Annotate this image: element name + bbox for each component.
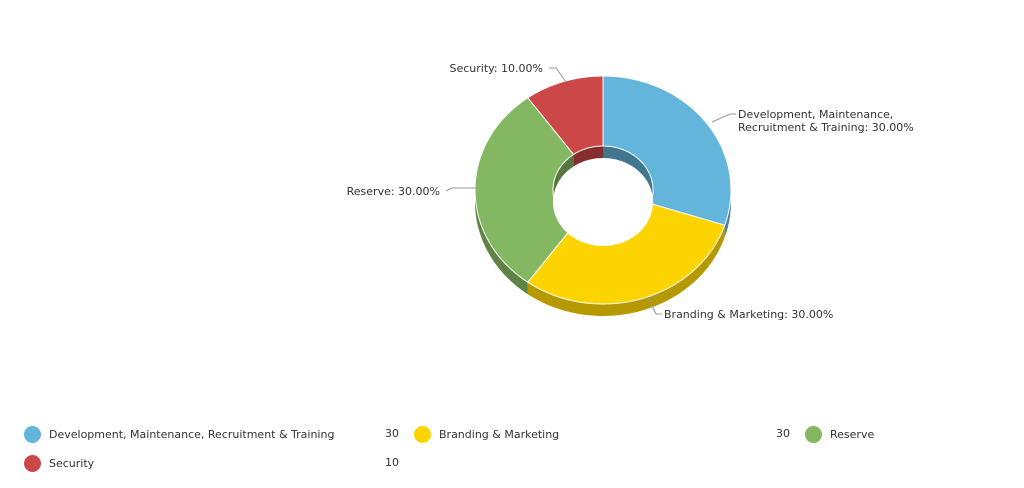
legend-value-branding: 30 <box>776 427 790 440</box>
slice-label-1: Branding & Marketing: 30.00% <box>664 308 833 321</box>
chart-legend: Development, Maintenance, Recruitment & … <box>0 418 1024 478</box>
legend-item-security[interactable]: Security <box>24 452 94 474</box>
legend-marker-security <box>24 454 41 472</box>
donut-chart-svg: Development, Maintenance, Recruitment & T… <box>347 62 914 321</box>
legend-label-reserve: Reserve <box>830 427 875 441</box>
donut-chart: Development, Maintenance, Recruitment & T… <box>347 62 914 321</box>
legend-item-branding[interactable]: Branding & Marketing <box>414 423 559 445</box>
donut-side-2 <box>475 190 528 295</box>
slice-label-connector-0 <box>711 113 736 123</box>
legend-value-security: 10 <box>385 456 399 469</box>
slice-label-connector-3 <box>549 67 567 83</box>
legend-marker-reserve <box>805 425 822 443</box>
legend-item-reserve[interactable]: Reserve <box>805 423 874 445</box>
donut-inner-wall-2-1 <box>553 154 574 202</box>
donut-side-0 <box>724 190 731 238</box>
legend-marker-branding <box>414 425 431 443</box>
slice-label-connector-1 <box>647 296 662 315</box>
legend-label-branding: Branding & Marketing <box>439 427 560 441</box>
legend-label-security: Security <box>49 456 95 470</box>
legend-value-development: 30 <box>385 427 399 440</box>
legend-marker-development <box>24 425 41 443</box>
slice-label-2: Reserve: 30.00% <box>347 185 440 198</box>
donut-inner-wall-0-0 <box>603 146 653 202</box>
legend-item-development[interactable]: Development, Maintenance, Recruitment & … <box>24 423 334 445</box>
legend-label-development: Development, Maintenance, Recruitment & … <box>49 427 335 441</box>
donut-slice-3[interactable] <box>527 75 604 156</box>
slice-label-connector-2 <box>445 187 478 192</box>
donut-side-1 <box>527 225 725 316</box>
donut-hole <box>553 190 653 246</box>
slice-label-0: Development, Maintenance, Recruitment & T… <box>738 108 914 134</box>
donut-inner-wall-3-1 <box>573 146 603 167</box>
slice-label-3: Security: 10.00% <box>449 62 543 75</box>
